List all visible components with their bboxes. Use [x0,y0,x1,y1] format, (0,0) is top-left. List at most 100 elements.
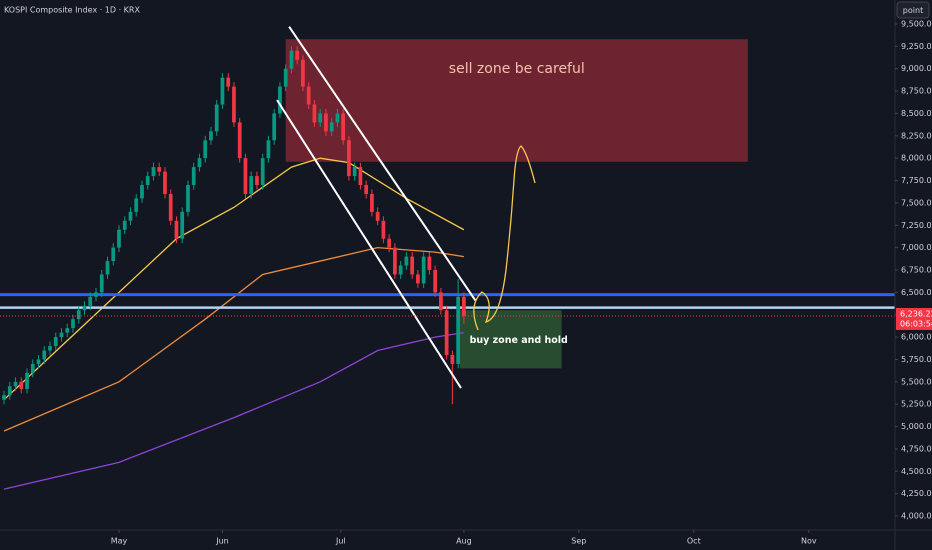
candle-body [134,198,139,212]
y-tick-label: 8,000.00 [901,154,932,163]
candle-body [48,346,52,351]
y-tick-label: 6,500.00 [901,288,932,297]
candle-body [283,68,288,87]
candle-body [387,238,392,248]
chart-title: KOSPI Composite Index · 1D · KRX [4,6,140,15]
candle-body [324,113,328,132]
trendline [288,26,477,301]
candle-body [13,381,18,387]
candle-body [329,122,334,132]
candle-body [370,193,374,212]
x-tick-label: Nov [801,537,817,546]
candle-body [151,167,156,177]
candle-body [122,220,127,230]
x-tick-label: Oct [687,537,701,546]
plot-area [0,26,895,490]
candle-body [163,171,167,194]
candle-body [439,292,443,311]
y-tick-label: 9,000.00 [901,64,932,73]
candle-body [237,122,242,159]
zone-label: buy zone and hold [470,335,568,346]
y-tick-label: 5,000.00 [901,422,932,431]
candle-body [266,140,271,159]
candle-body [145,176,150,186]
y-tick-label: 4,000.00 [901,512,932,521]
y-tick-label: 5,250.00 [901,400,932,409]
y-tick-label: 5,500.00 [901,377,932,386]
candle-body [128,211,133,221]
zone [459,310,562,369]
candle-body [433,270,438,293]
candle-body [427,256,432,270]
candle-body [19,381,24,389]
candle-body [209,131,213,141]
x-tick-label: Jul [335,537,346,546]
y-tick-label: 8,500.00 [901,109,932,118]
y-tick-label: 4,250.00 [901,489,932,498]
candle-body [53,337,58,347]
candle-body [203,140,208,159]
candle-body [444,310,449,355]
candle-body [318,113,323,123]
point-button[interactable] [896,1,930,19]
candle-body [168,193,173,221]
candle-body [306,86,311,105]
candle-body [398,265,403,275]
candle-body [450,354,455,364]
y-tick-label: 6,750.00 [901,266,932,275]
candle-body [226,77,231,87]
y-tick-label: 7,000.00 [901,243,932,252]
candle-body [111,247,116,262]
candle-body [421,256,426,284]
y-tick-label: 7,750.00 [901,176,932,185]
x-tick-label: Aug [456,537,472,546]
candle-body [99,274,104,293]
candle-body [335,113,340,123]
candle-body [180,211,185,239]
candle-body [220,77,225,105]
point-button-label[interactable]: point [903,6,923,15]
y-tick-label: 7,500.00 [901,198,932,207]
zone [285,39,748,162]
candle-body [289,50,294,69]
candle-body [243,158,248,194]
candle-body [36,359,41,364]
candle-body [157,167,162,172]
candle-body [249,176,254,194]
candle-body [174,220,179,239]
candle-body [186,185,190,212]
y-tick-label: 7,250.00 [901,221,932,230]
y-tick-label: 6,000.00 [901,333,932,342]
candle-body [301,59,305,87]
candle-body [117,229,121,248]
candle-body [105,261,110,275]
y-tick-label: 5,750.00 [901,355,932,364]
y-tick-label: 9,250.00 [901,42,932,51]
x-tick-label: Jun [215,537,229,546]
candle-body [140,185,144,199]
y-tick-label: 8,750.00 [901,87,932,96]
moving-average [3,246,464,432]
candle-body [347,140,351,177]
candle-body [364,185,369,194]
hand-drawn-arrow [473,145,536,331]
candle-body [2,395,6,400]
moving-average [3,331,464,490]
x-tick-label: May [111,537,128,546]
candle-body [260,158,265,186]
countdown-label: 06:03:54 [900,319,932,328]
candle-body [214,104,219,132]
candle-body [88,296,93,306]
candle-body [71,319,75,329]
candle-body [197,158,202,168]
candle-body [358,167,363,186]
candle-body [456,296,461,364]
trendline [276,99,462,389]
candle-body [352,167,357,177]
candle-body [65,328,70,333]
y-tick-label: 8,250.00 [901,131,932,140]
candle-body [381,220,386,239]
candle-body [416,274,420,284]
